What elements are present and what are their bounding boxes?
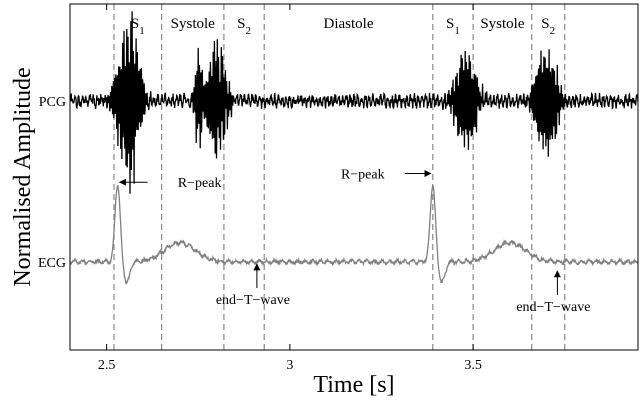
annotation-label-2: end−T−wave: [216, 293, 290, 308]
ecg-series-label: ECG: [38, 256, 66, 271]
segment-label-6: S2: [541, 16, 555, 37]
annotation-label-3: end−T−wave: [516, 300, 590, 315]
x-tick-label: 2.5: [98, 358, 116, 373]
plot-frame: [69, 3, 639, 351]
ecg-series-line: [69, 184, 639, 285]
y-axis-label: Normalised Amplitude: [10, 67, 36, 286]
x-tick-label: 3: [286, 358, 293, 373]
pcg-series-label: PCG: [39, 95, 66, 110]
pcg-series-line: [69, 11, 639, 194]
segment-label-5: Systole: [480, 16, 525, 32]
segment-label-3: Diastole: [324, 16, 374, 32]
x-axis-label: Time [s]: [313, 372, 394, 398]
x-tick-label: 3.5: [464, 358, 482, 373]
annotation-label-0: R−peak: [178, 176, 222, 191]
segment-label-1: Systole: [171, 16, 216, 32]
segment-label-0: S1: [131, 16, 145, 37]
segment-label-2: S2: [237, 16, 251, 37]
annotation-label-1: R−peak: [341, 168, 385, 183]
segment-label-4: S1: [446, 16, 460, 37]
